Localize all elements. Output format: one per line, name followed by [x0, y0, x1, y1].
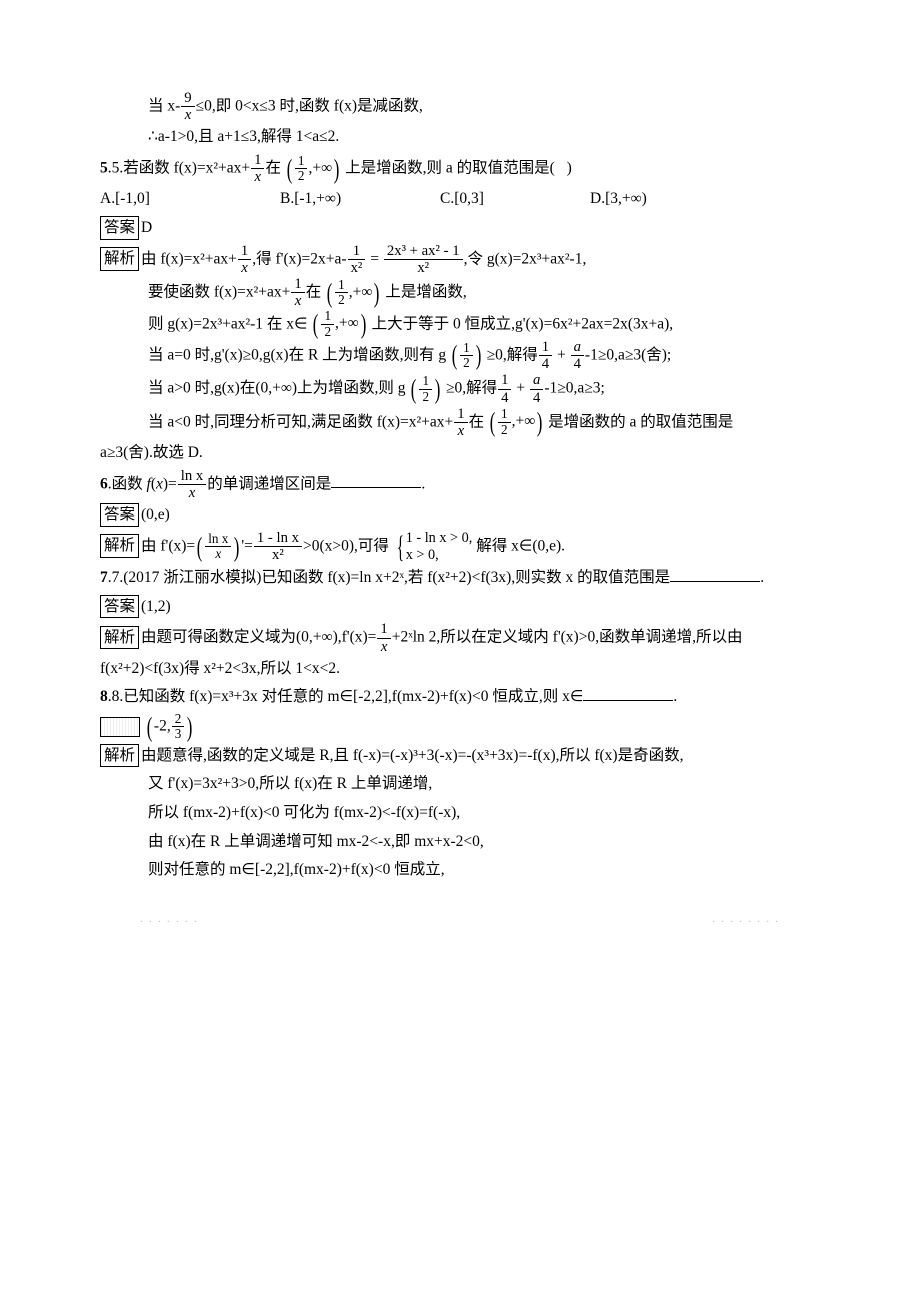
- q5-number: 5: [100, 159, 108, 176]
- analysis-7-2: f(x²+2)<f(3x)得 x²+2<3x,所以 1<x<2.: [100, 655, 820, 684]
- answer-label-hatched: [100, 717, 140, 737]
- footer-right: . . . . . . . .: [713, 911, 781, 930]
- question-5-choices: A.[-1,0] B.[-1,+∞) C.[0,3] D.[3,+∞): [100, 185, 820, 214]
- answer-label: 答案: [100, 216, 139, 240]
- analysis-5-3: 则 g(x)=2x³+ax²-1 在 x∈ (12,+∞) 上大于等于 0 恒成…: [100, 310, 820, 339]
- analysis-5-4: 当 a=0 时,g'(x)≥0,g(x)在 R 上为增函数,则有 g (12) …: [100, 339, 820, 372]
- answer-6: 答案(0,e): [100, 501, 820, 530]
- question-6: 6.函数 f(x)=ln xx的单调递增区间是.: [100, 468, 820, 501]
- analysis-label: 解析: [100, 247, 139, 271]
- analysis-5-1: 解析由 f(x)=x²+ax+1x,得 f'(x)=2x+a-1x² = 2x³…: [100, 243, 820, 276]
- question-7: 7.7.(2017 浙江丽水模拟)已知函数 f(x)=ln x+2ˣ,若 f(x…: [100, 564, 820, 593]
- analysis-8-5: 则对任意的 m∈[-2,2],f(mx-2)+f(x)<0 恒成立,: [100, 856, 820, 885]
- choice-c: C.[0,3]: [440, 185, 590, 214]
- answer-7: 答案(1,2): [100, 593, 820, 622]
- analysis-8-2: 又 f'(x)=3x²+3>0,所以 f(x)在 R 上单调递增,: [100, 770, 820, 799]
- analysis-7-1: 解析由题可得函数定义域为(0,+∞),f'(x)=1x+2ˣln 2,所以在定义…: [100, 621, 820, 654]
- answer-label: 答案: [100, 595, 139, 619]
- analysis-8-3: 所以 f(mx-2)+f(x)<0 可化为 f(mx-2)<-f(x)=f(-x…: [100, 799, 820, 828]
- analysis-5-2: 要使函数 f(x)=x²+ax+1x在 (12,+∞) 上是增函数,: [100, 276, 820, 309]
- analysis-label: 解析: [100, 744, 139, 768]
- answer-8: (-2,23): [100, 712, 820, 741]
- analysis-8-1: 解析由题意得,函数的定义域是 R,且 f(-x)=(-x)³+3(-x)=-(x…: [100, 742, 820, 771]
- residual-line-1: 当 x-9x≤0,即 0<x≤3 时,函数 f(x)是减函数,: [100, 90, 820, 123]
- answer-label: 答案: [100, 503, 139, 527]
- analysis-5-7: a≥3(舍).故选 D.: [100, 439, 820, 468]
- analysis-label: 解析: [100, 534, 139, 558]
- footer-left: . . . . . . .: [140, 911, 199, 930]
- question-8: 8.8.已知函数 f(x)=x³+3x 对任意的 m∈[-2,2],f(mx-2…: [100, 683, 820, 712]
- analysis-label: 解析: [100, 626, 139, 650]
- analysis-5-5: 当 a>0 时,g(x)在(0,+∞)上为增函数,则 g (12) ≥0,解得1…: [100, 372, 820, 405]
- answer-5: 答案D: [100, 214, 820, 243]
- analysis-5-6: 当 a<0 时,同理分析可知,满足函数 f(x)=x²+ax+1x在 (12,+…: [100, 406, 820, 439]
- question-5: 5.5.若函数 f(x)=x²+ax+1x在 (12,+∞) 上是增函数,则 a…: [100, 152, 820, 185]
- analysis-6: 解析由 f'(x)=(ln xx)'=1 - ln xx²>0(x>0),可得 …: [100, 530, 820, 564]
- choice-d: D.[3,+∞): [590, 185, 730, 214]
- residual-line-2: ∴a-1>0,且 a+1≤3,解得 1<a≤2.: [100, 123, 820, 152]
- analysis-8-4: 由 f(x)在 R 上单调递增可知 mx-2<-x,即 mx+x-2<0,: [100, 828, 820, 857]
- choice-a: A.[-1,0]: [100, 185, 280, 214]
- choice-b: B.[-1,+∞): [280, 185, 440, 214]
